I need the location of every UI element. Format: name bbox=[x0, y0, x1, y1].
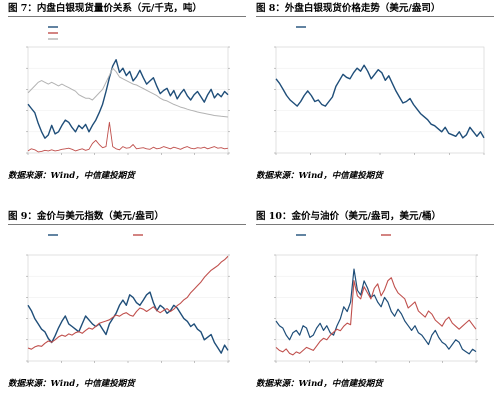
series-line bbox=[275, 268, 477, 355]
plot-frame bbox=[27, 46, 229, 154]
caption-rule bbox=[256, 224, 494, 225]
plot-frame bbox=[27, 254, 229, 362]
series-line bbox=[27, 255, 229, 350]
data-source-note: 数据来源：Wind，中信建投期货 bbox=[8, 379, 135, 389]
caption-rule bbox=[8, 16, 246, 17]
caption-rule bbox=[8, 224, 246, 225]
data-source-note: 数据来源：Wind，中信建投期货 bbox=[8, 171, 135, 181]
series-line bbox=[27, 121, 229, 153]
data-source-note: 数据来源：Wind，中信建投期货 bbox=[256, 171, 383, 181]
figure-9: 图 9：金价与美元指数（美元/盎司） 数据来源：Wind，中信建投期货 bbox=[8, 210, 246, 390]
figure-10: 图 10：金价与油价（美元/盎司，美元/桶） 数据来源：Wind，中信建投期货 bbox=[256, 210, 494, 390]
figure-7: 图 7：内盘白银现货量价关系（元/千克，吨） 数据来源：Wind，中信建投期货 bbox=[8, 2, 246, 182]
figure-caption: 图 9：金价与美元指数（美元/盎司） bbox=[8, 211, 164, 222]
chart-figure-7 bbox=[26, 26, 230, 155]
plot-frame bbox=[275, 46, 485, 154]
figure-caption: 图 7：内盘白银现货量价关系（元/千克，吨） bbox=[8, 3, 202, 14]
figure-caption: 图 8：外盘白银现货价格走势（美元/盎司） bbox=[256, 3, 441, 14]
series-line bbox=[27, 59, 229, 139]
series-line bbox=[275, 277, 477, 356]
series-line bbox=[27, 291, 229, 354]
chart-figure-10 bbox=[274, 234, 478, 363]
chart-figure-9 bbox=[26, 234, 230, 363]
caption-rule bbox=[256, 16, 494, 17]
figure-8: 图 8：外盘白银现货价格走势（美元/盎司） 数据来源：Wind，中信建投期货 bbox=[256, 2, 494, 182]
data-source-note: 数据来源：Wind，中信建投期货 bbox=[256, 379, 383, 389]
chart-figure-8 bbox=[274, 26, 485, 155]
figure-caption: 图 10：金价与油价（美元/盎司，美元/桶） bbox=[256, 211, 441, 222]
series-line bbox=[27, 67, 229, 118]
series-line bbox=[275, 64, 485, 139]
